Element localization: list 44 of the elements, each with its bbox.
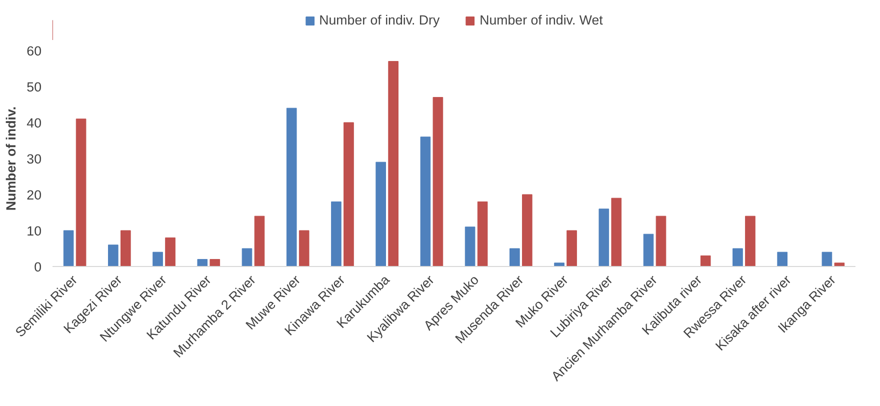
y-tick-label: 30 [26, 152, 42, 166]
y-tick-label: 50 [26, 80, 42, 94]
bar [286, 108, 297, 266]
y-tick-label: 0 [34, 260, 42, 274]
bar [165, 237, 176, 266]
bar [477, 201, 488, 266]
legend-label: Number of indiv. Dry [319, 12, 440, 28]
y-tick-label: 60 [26, 44, 42, 58]
bar [152, 252, 163, 266]
bar [510, 248, 520, 266]
bar [566, 230, 577, 266]
bar [611, 198, 622, 266]
bar [298, 230, 310, 266]
y-tick-label: 40 [26, 116, 42, 130]
legend-label: Number of indiv. Wet [480, 12, 603, 28]
y-tick-label: 20 [26, 188, 42, 202]
bar [63, 230, 74, 266]
bar [420, 136, 431, 266]
bar [598, 208, 610, 266]
bar [376, 162, 386, 266]
bar [432, 97, 444, 266]
bar [331, 201, 342, 266]
y-tick-label: 10 [26, 224, 42, 238]
bar [834, 262, 845, 266]
bar [388, 61, 398, 266]
bar [777, 252, 788, 266]
bar [120, 230, 131, 266]
bar [464, 226, 476, 266]
bar [700, 255, 711, 266]
bar [522, 194, 532, 266]
bar [76, 118, 86, 266]
bar [732, 248, 743, 266]
bar [344, 122, 354, 266]
bar [656, 216, 666, 266]
bar [197, 259, 208, 266]
bar [643, 234, 654, 266]
bar [242, 248, 252, 266]
bar [822, 252, 832, 266]
bar [210, 259, 220, 266]
y-axis-title: Number of indiv. [4, 106, 19, 211]
bar [108, 244, 118, 266]
bar [254, 216, 265, 266]
bar [554, 262, 564, 266]
bar [745, 216, 756, 266]
